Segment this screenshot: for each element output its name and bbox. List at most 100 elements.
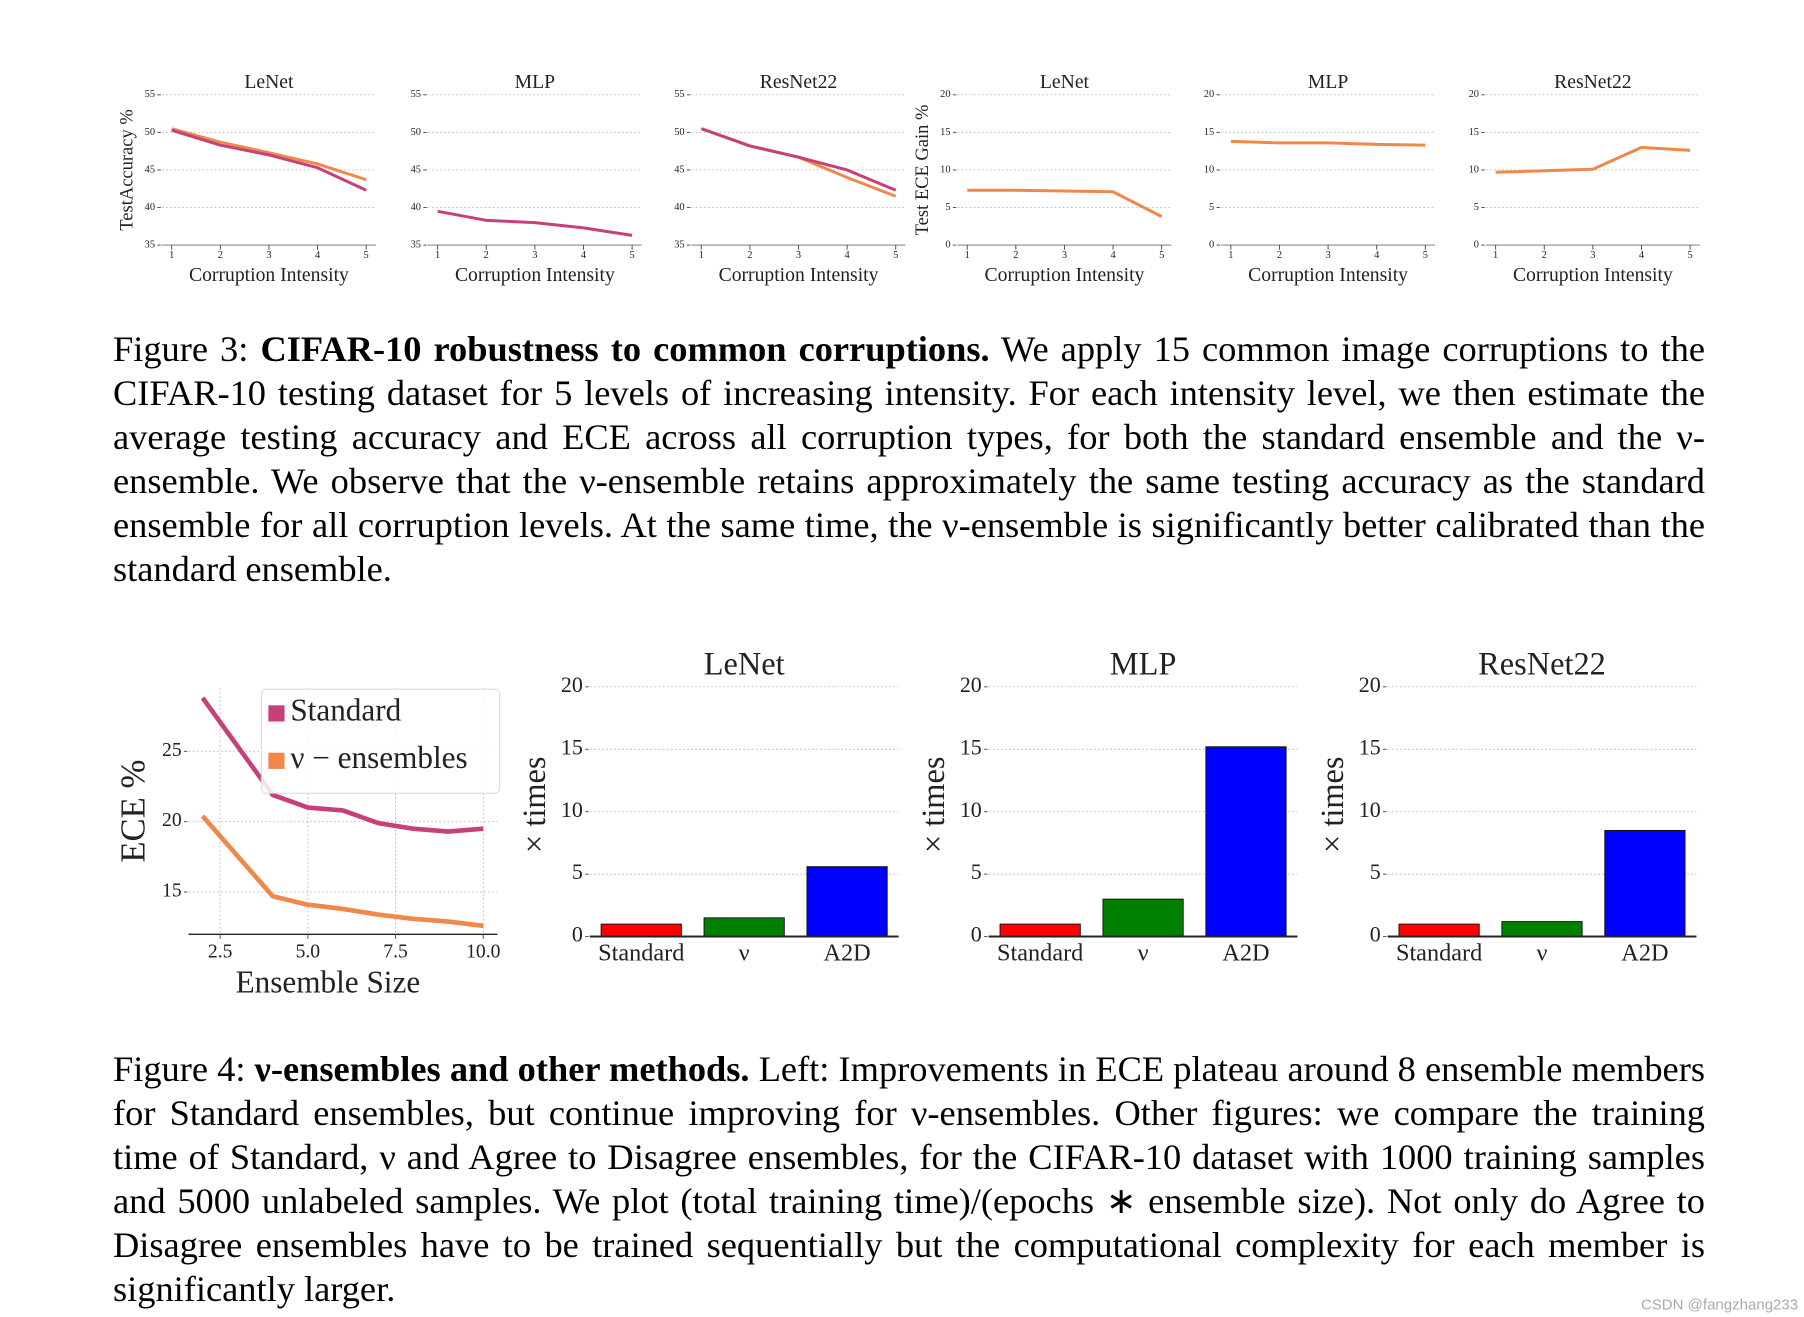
x-tick-label: 3 [1062, 250, 1067, 261]
y-tick-label: 20 [561, 672, 583, 697]
figure-4-caption: Figure 4: ν-ensembles and other methods.… [113, 1047, 1705, 1311]
series-line [967, 188, 1163, 218]
x-tick-label: 2 [1013, 250, 1018, 261]
y-tick-label: 45 [411, 164, 421, 175]
y-tick-label: 5 [1474, 202, 1479, 213]
x-tick-label: 1 [1493, 250, 1498, 261]
legend-swatch [268, 752, 285, 769]
bar [703, 917, 785, 938]
watermark: CSDN @fangzhang233 [1641, 1296, 1798, 1313]
y-tick-label: 15 [162, 880, 182, 902]
x-tick-label: 5 [893, 250, 898, 261]
y-tick-label: 15 [960, 734, 982, 759]
x-tick-label: 5.0 [296, 940, 321, 962]
x-tick-label: ν [1537, 940, 1548, 967]
y-tick-label: 40 [674, 202, 684, 213]
caption-bold: CIFAR-10 robustness to common corruption… [260, 329, 990, 369]
x-tick-label: 5 [1688, 250, 1693, 261]
y-tick-label: 35 [411, 240, 421, 251]
chart-title: LeNet [1040, 71, 1090, 93]
y-tick-label: 15 [1469, 127, 1479, 138]
y-tick-label: 35 [674, 240, 684, 251]
x-tick-label: A2D [1222, 940, 1269, 967]
x-tick-label: 2 [1542, 250, 1547, 261]
y-tick-label: 5 [1209, 202, 1214, 213]
y-tick-label: 50 [411, 127, 421, 138]
x-axis-label: Corruption Intensity [985, 264, 1145, 286]
y-tick-label: 5 [945, 202, 950, 213]
y-tick-label: 50 [674, 127, 684, 138]
x-tick-label: 2 [484, 250, 489, 261]
x-tick-label: 1 [1228, 250, 1233, 261]
y-tick-label: 55 [674, 89, 684, 100]
chart-title: MLP [515, 71, 555, 93]
chart-title: MLP [1308, 71, 1348, 93]
y-tick-label: 25 [162, 739, 182, 761]
y-tick-label: 5 [572, 859, 583, 884]
x-axis-label: Corruption Intensity [719, 264, 879, 286]
x-tick-label: A2D [1621, 940, 1668, 967]
chart-title: MLP [1110, 647, 1177, 683]
x-axis-label: Corruption Intensity [455, 264, 615, 286]
y-tick-label: 40 [145, 202, 155, 213]
y-tick-label: 10 [1469, 164, 1479, 175]
legend-swatch [268, 705, 285, 722]
y-tick-label: 0 [1474, 240, 1479, 251]
x-tick-label: 1 [699, 250, 704, 261]
y-tick-label: 45 [145, 164, 155, 175]
y-tick-label: 15 [1359, 734, 1381, 759]
y-tick-label: 40 [411, 202, 421, 213]
x-tick-label: 4 [315, 250, 321, 261]
y-tick-label: 5 [1370, 859, 1381, 884]
x-tick-label: 2 [1277, 250, 1282, 261]
x-tick-label: 2 [218, 250, 223, 261]
caption-bold: ν-ensembles and other methods. [254, 1049, 750, 1089]
y-axis-label: TestAccuracy % [118, 109, 138, 230]
x-axis-label: Corruption Intensity [189, 264, 349, 286]
series-line [437, 209, 633, 237]
y-tick-label: 20 [1359, 672, 1381, 697]
y-tick-label: 55 [145, 89, 155, 100]
legend-label: ν − ensembles [290, 740, 467, 775]
x-tick-label: Standard [1396, 940, 1482, 967]
y-axis-label: Test ECE Gain % [913, 105, 933, 236]
caption-label: Figure 4: [113, 1049, 246, 1089]
y-tick-label: 50 [145, 127, 155, 138]
y-tick-label: 20 [960, 672, 982, 697]
series-line [1495, 145, 1691, 174]
y-tick-label: 10 [561, 797, 583, 822]
y-tick-label: 0 [971, 922, 982, 947]
x-tick-label: 5 [1159, 250, 1164, 261]
y-tick-label: 10 [1359, 797, 1381, 822]
caption-text: Left: Improvements in ECE plateau around… [113, 1049, 1705, 1309]
y-tick-label: 10 [960, 797, 982, 822]
x-tick-label: 3 [532, 250, 537, 261]
series-line [171, 127, 367, 182]
bar [600, 923, 682, 938]
series-line [171, 128, 367, 192]
chart-title: LeNet [244, 71, 294, 93]
x-axis-label: Corruption Intensity [1513, 264, 1673, 286]
x-tick-label: 4 [581, 250, 587, 261]
y-axis-label: ECE % [113, 760, 152, 863]
y-tick-label: 45 [674, 164, 684, 175]
caption-text: We apply 15 common image corruptions to … [113, 329, 1705, 589]
y-axis-label: × times [517, 757, 553, 853]
bar [1604, 829, 1686, 938]
y-tick-label: 55 [411, 89, 421, 100]
series-line [200, 814, 484, 929]
y-tick-label: 10 [1204, 164, 1214, 175]
y-tick-label: 0 [1370, 922, 1381, 947]
x-tick-label: 4 [845, 250, 851, 261]
y-tick-label: 20 [162, 809, 182, 831]
y-tick-label: 15 [561, 734, 583, 759]
x-tick-label: 3 [266, 250, 271, 261]
y-tick-label: 0 [945, 240, 950, 251]
x-tick-label: 2.5 [208, 940, 233, 962]
x-tick-label: A2D [823, 940, 870, 967]
x-axis-label: Corruption Intensity [1248, 264, 1408, 286]
legend-box [260, 688, 501, 794]
bar [806, 866, 888, 938]
